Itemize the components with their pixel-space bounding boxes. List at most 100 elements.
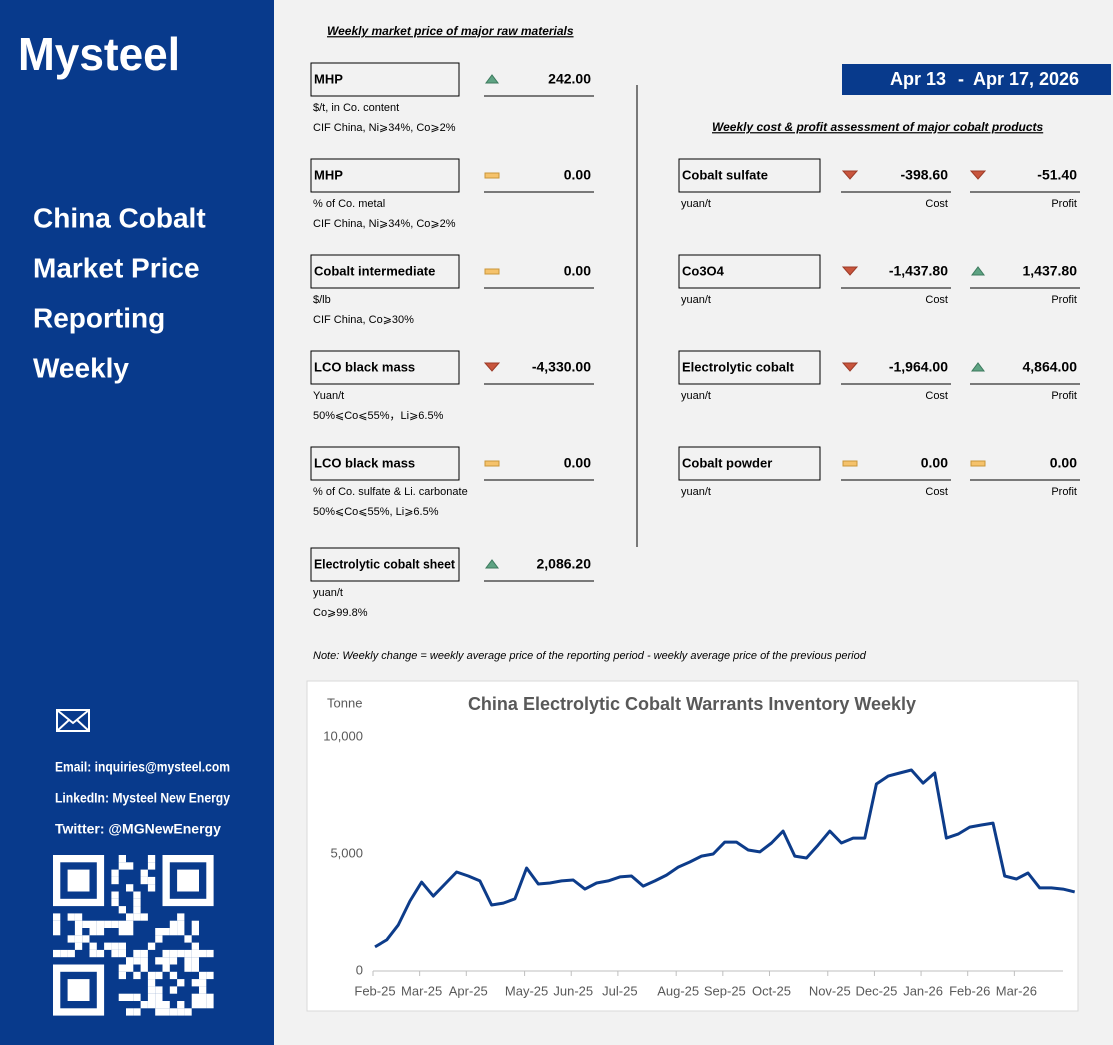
qr-cell: [147, 979, 156, 987]
x-tick-label: May-25: [505, 983, 548, 998]
profit-value: -51.40: [1037, 167, 1077, 183]
qr-cell: [140, 869, 148, 877]
qr-cell: [169, 928, 178, 936]
item-name: Cobalt sulfate: [682, 167, 768, 182]
qr-cell: [147, 971, 156, 980]
contact: Email: inquiries@mysteel.com: [55, 759, 230, 775]
qr-cell: [118, 993, 126, 1001]
change-indicator: [969, 170, 987, 180]
qr-cell: [155, 1008, 163, 1016]
qr-cell: [191, 964, 199, 972]
qr-cell: [162, 957, 170, 965]
cost-label: Cost: [925, 486, 948, 498]
section-title: Weekly cost & profit assessment of major…: [712, 120, 1044, 134]
change-indicator: [485, 74, 499, 84]
qr-cell: [206, 949, 214, 958]
qr-cell: [191, 920, 199, 928]
qr-cell: [206, 1001, 214, 1009]
qr-cell: [126, 913, 134, 921]
x-tick-label: Feb-26: [949, 983, 990, 998]
cost-value: 0.00: [921, 455, 948, 471]
qr-cell: [126, 884, 134, 892]
qr-cell: [169, 949, 178, 958]
name-box: [310, 446, 460, 481]
qr-cell: [67, 949, 75, 958]
contact: LinkedIn: Mysteel New Energy: [55, 790, 230, 806]
qr-cell: [191, 957, 199, 965]
date-start: Apr 13: [890, 69, 946, 89]
qr-cell: [133, 1008, 141, 1016]
item-unit: $/lb: [313, 294, 331, 306]
name-box: [678, 158, 821, 193]
profit-value: 4,864.00: [1023, 359, 1078, 375]
x-tick-label: Apr-25: [449, 983, 488, 998]
qr-cell: [177, 1008, 185, 1016]
qr-cell: [74, 935, 83, 943]
change-indicator: [485, 559, 499, 569]
qr-cell: [74, 942, 83, 950]
qr-cell: [133, 898, 141, 907]
qr-cell: [155, 993, 163, 1001]
qr-cell: [162, 928, 170, 936]
qr-cell: [126, 964, 134, 972]
qr-cell: [140, 913, 148, 921]
qr-cell: [191, 979, 199, 987]
qr-cell: [118, 942, 126, 950]
qr-cell: [191, 942, 199, 950]
change-indicator: [483, 362, 501, 372]
cost-value: -1,437.80: [889, 263, 948, 279]
qr-cell: [162, 1008, 170, 1016]
qr-cell: [177, 928, 185, 936]
qr-cell: [206, 971, 214, 980]
sidebar: [0, 0, 274, 1045]
x-tick-label: Nov-25: [809, 983, 851, 998]
change-indicator: [841, 170, 859, 180]
date-box: [842, 64, 1111, 95]
qr-cell: [89, 928, 97, 936]
qr-cell: [118, 920, 126, 928]
note: Note: Weekly change = weekly average pri…: [313, 650, 867, 662]
qr-cell: [199, 986, 207, 994]
qr-cell: [89, 949, 97, 958]
cost-label: Cost: [925, 294, 948, 306]
x-tick-label: Jul-25: [602, 983, 637, 998]
qr-cell: [82, 920, 90, 928]
series-line: [374, 768, 1076, 949]
qr-cell: [147, 876, 156, 885]
item-name: Electrolytic cobalt: [682, 359, 795, 374]
x-tick-label: Aug-25: [657, 983, 699, 998]
qr-cell: [89, 942, 97, 950]
qr-cell: [199, 971, 207, 980]
qr-cell: [155, 971, 163, 980]
qr-cell: [133, 971, 141, 980]
item-spec: 50%⩽Co⩽55%，Li⩾6.5%: [313, 410, 444, 422]
qr-cell: [104, 942, 112, 950]
qr-cell: [67, 913, 75, 921]
qr-cell: [74, 928, 83, 936]
qr-cell: [191, 928, 199, 936]
qr-cell: [191, 949, 199, 958]
qr-cell: [147, 942, 156, 950]
x-tick-label: Sep-25: [704, 983, 746, 998]
qr-cell: [147, 884, 156, 892]
y-tick-label: 5,000: [330, 845, 363, 860]
item-unit: yuan/t: [681, 486, 711, 498]
qr-cell: [199, 949, 207, 958]
cost-label: Cost: [925, 198, 948, 210]
qr-cell: [118, 855, 126, 863]
qr-cell: [111, 876, 119, 885]
item-unit: % of Co. metal: [313, 198, 385, 210]
x-tick-label: Feb-25: [354, 983, 395, 998]
chart-frame: [306, 680, 1079, 1012]
qr-cell: [60, 949, 68, 958]
qr-finder: [67, 979, 90, 1001]
cost-value: -1,964.00: [889, 359, 948, 375]
x-tick-label: Mar-26: [996, 983, 1037, 998]
item-value: 2,086.20: [537, 556, 592, 572]
qr-cell: [147, 855, 156, 863]
qr-cell: [118, 971, 126, 980]
sidebar-title: Reporting: [33, 302, 165, 333]
qr-cell: [133, 913, 141, 921]
name-box: [678, 350, 821, 385]
